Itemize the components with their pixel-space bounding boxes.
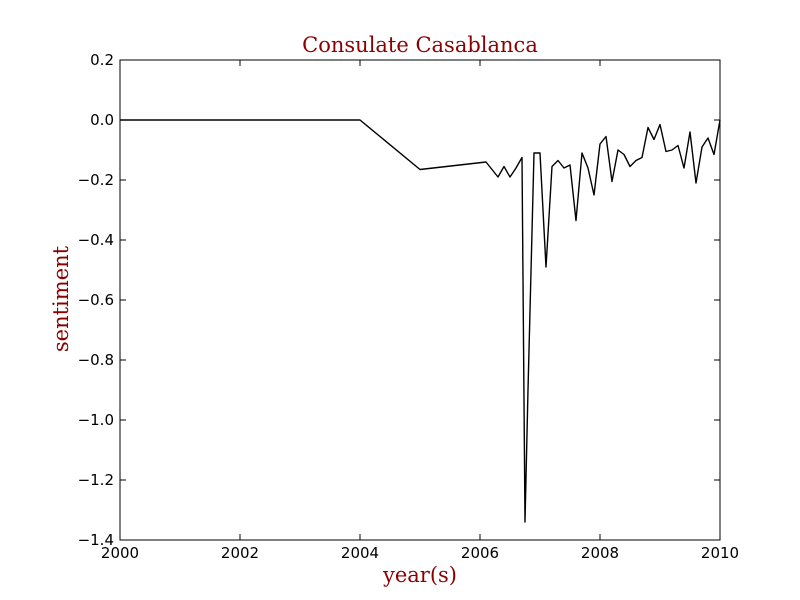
y-tick-label: −1.2 [78, 471, 114, 489]
x-tick-label: 2000 [101, 544, 139, 562]
y-tick-label: −0.2 [78, 171, 114, 189]
y-tick-label: −1.4 [78, 531, 114, 549]
series-line-0 [120, 119, 721, 523]
y-tick-label: −0.8 [78, 351, 114, 369]
x-tick-label: 2006 [461, 544, 499, 562]
y-tick-label: 0.0 [90, 111, 114, 129]
x-tick-label: 2010 [701, 544, 739, 562]
y-axis-label: sentiment [49, 245, 73, 352]
y-tick-label: −1.0 [78, 411, 114, 429]
x-tick-label: 2008 [581, 544, 619, 562]
x-tick-label: 2002 [221, 544, 259, 562]
y-tick-label: 0.2 [90, 51, 114, 69]
x-tick-label: 2004 [341, 544, 379, 562]
x-axis-label: year(s) [382, 563, 457, 587]
y-tick-label: −0.4 [78, 231, 114, 249]
y-tick-label: −0.6 [78, 291, 114, 309]
plot-area: 2000 2002 2004 2006 2008 2010 0.2 0.0 −0.2 −0.4 −0… [78, 51, 740, 562]
chart-title: Consulate Casablanca [302, 33, 538, 57]
